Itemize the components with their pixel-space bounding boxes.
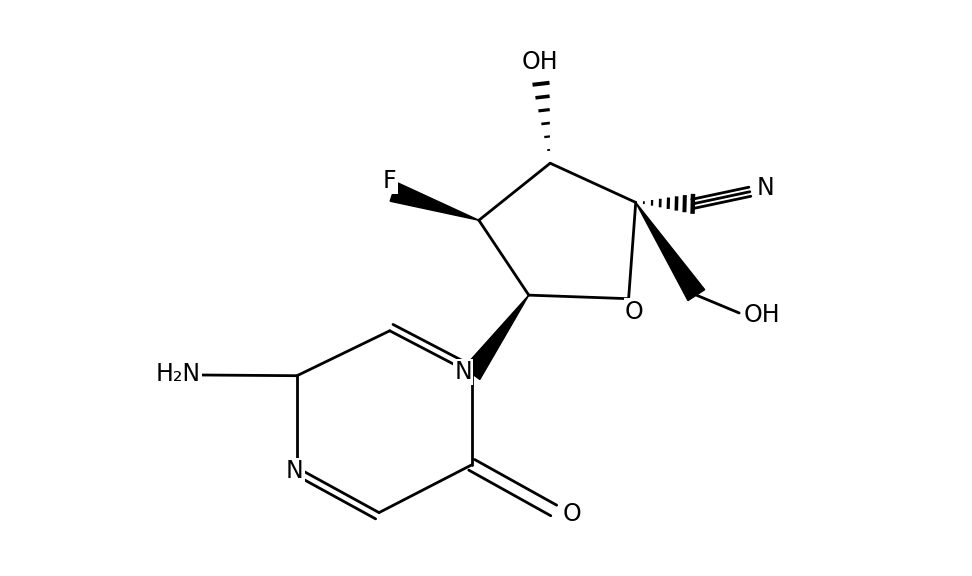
Polygon shape	[636, 202, 705, 301]
Text: OH: OH	[744, 303, 781, 327]
Text: F: F	[383, 169, 397, 193]
Polygon shape	[464, 295, 529, 380]
Text: O: O	[625, 300, 643, 324]
Text: N: N	[756, 176, 775, 200]
Text: N: N	[286, 459, 304, 483]
Text: N: N	[454, 360, 472, 384]
Text: OH: OH	[521, 50, 558, 74]
Text: H₂N: H₂N	[156, 362, 200, 385]
Text: O: O	[562, 502, 581, 526]
Polygon shape	[390, 182, 479, 220]
